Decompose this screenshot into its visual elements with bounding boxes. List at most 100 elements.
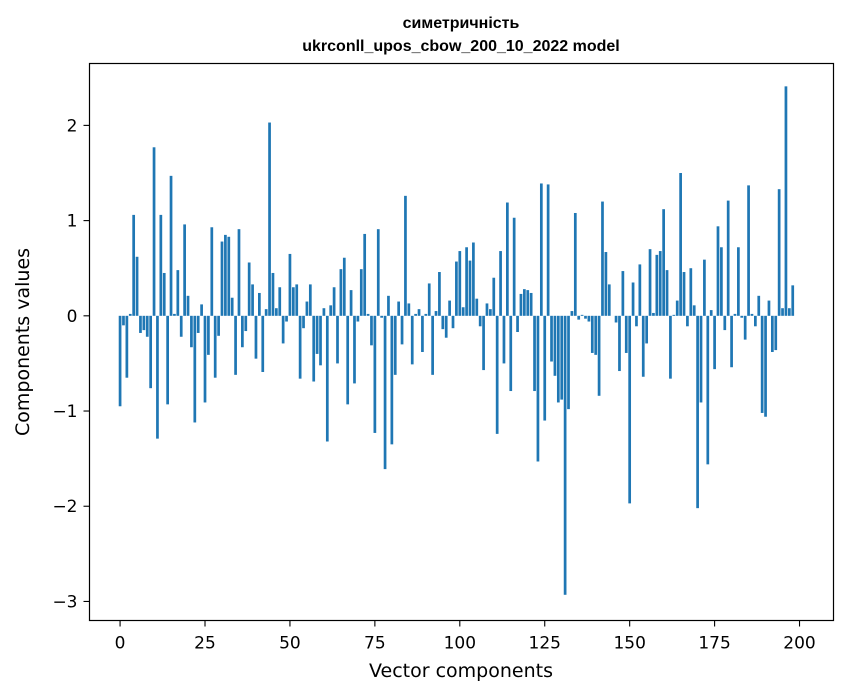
bar-152 <box>635 315 638 327</box>
bar-126 <box>546 184 550 316</box>
bar-136 <box>580 314 584 316</box>
bar-184 <box>743 315 747 340</box>
bar-61 <box>325 315 329 442</box>
bar-123 <box>536 315 540 462</box>
bar-85 <box>407 303 411 316</box>
bar-50 <box>288 253 292 316</box>
bar-115 <box>509 315 513 392</box>
bar-71 <box>359 269 363 316</box>
bar-66 <box>342 257 346 316</box>
x-tick-label: 25 <box>194 634 216 654</box>
bar-108 <box>485 303 489 316</box>
bar-48 <box>281 315 285 344</box>
bar-182 <box>737 247 740 316</box>
bar-150 <box>628 315 632 504</box>
bar-185 <box>747 185 750 316</box>
bar-41 <box>258 292 261 316</box>
bar-35 <box>237 229 241 316</box>
bar-151 <box>631 282 635 316</box>
bar-74 <box>370 315 373 346</box>
bar-69 <box>353 315 356 384</box>
bar-78 <box>383 315 387 470</box>
bar-75 <box>373 315 377 433</box>
bar-24 <box>200 304 203 316</box>
bar-109 <box>489 309 492 316</box>
bar-131 <box>563 315 567 595</box>
bar-5 <box>135 256 139 316</box>
bar-26 <box>207 315 210 355</box>
y-tick-label: −1 <box>52 402 77 422</box>
bar-82 <box>397 301 401 316</box>
bar-188 <box>757 295 761 316</box>
bar-157 <box>652 312 655 316</box>
bar-192 <box>770 315 774 352</box>
bar-91 <box>427 283 431 316</box>
bar-12 <box>159 214 163 316</box>
bar-18 <box>179 315 183 337</box>
bar-194 <box>777 189 781 316</box>
bar-196 <box>784 86 788 316</box>
bar-183 <box>740 315 744 318</box>
bar-36 <box>241 315 244 348</box>
bar-193 <box>774 315 778 351</box>
bar-181 <box>733 313 737 316</box>
bar-30 <box>220 241 224 316</box>
bar-67 <box>346 315 350 405</box>
bar-159 <box>658 251 662 316</box>
bar-148 <box>621 271 625 316</box>
bar-138 <box>587 315 591 322</box>
bar-100 <box>458 251 462 316</box>
bar-31 <box>224 234 227 316</box>
bar-1 <box>122 315 125 326</box>
bar-4 <box>132 214 136 316</box>
bar-90 <box>424 313 428 316</box>
bar-133 <box>570 311 574 316</box>
bar-10 <box>152 147 156 316</box>
bar-137 <box>584 315 587 319</box>
bar-62 <box>329 305 333 316</box>
bar-106 <box>478 315 482 327</box>
bar-63 <box>332 287 336 316</box>
bar-87 <box>414 313 417 316</box>
bar-54 <box>302 315 305 329</box>
bar-79 <box>387 295 390 316</box>
bar-172 <box>703 259 706 316</box>
bar-64 <box>336 315 339 364</box>
x-tick-label: 150 <box>613 634 645 654</box>
bar-80 <box>390 315 394 445</box>
bar-40 <box>254 315 258 359</box>
x-tick-label: 0 <box>115 634 126 654</box>
bar-198 <box>791 285 795 316</box>
bar-73 <box>366 313 370 316</box>
bar-195 <box>781 308 784 316</box>
bar-104 <box>472 242 475 316</box>
bar-119 <box>522 289 526 316</box>
bar-65 <box>339 269 343 316</box>
bar-2 <box>125 315 129 378</box>
bar-187 <box>754 315 757 327</box>
bar-83 <box>400 315 404 345</box>
bar-20 <box>186 295 190 316</box>
bar-197 <box>787 308 791 316</box>
bar-175 <box>713 315 716 370</box>
bar-7 <box>142 315 146 331</box>
bar-122 <box>533 315 536 392</box>
bar-25 <box>203 315 207 403</box>
bar-149 <box>624 315 628 353</box>
plot-frame <box>88 62 835 622</box>
y-tick-label: −3 <box>52 592 77 612</box>
bar-125 <box>543 315 547 421</box>
x-tick-label: 75 <box>364 634 386 654</box>
bar-112 <box>499 251 502 316</box>
bar-11 <box>156 315 159 439</box>
bar-37 <box>244 315 248 332</box>
bar-154 <box>641 315 645 377</box>
bar-105 <box>475 298 479 316</box>
bar-169 <box>692 305 696 316</box>
bar-153 <box>638 264 642 316</box>
bars-group <box>118 86 795 595</box>
bar-162 <box>669 315 672 379</box>
bar-86 <box>410 315 414 365</box>
bar-158 <box>655 254 659 316</box>
bar-56 <box>308 284 312 316</box>
